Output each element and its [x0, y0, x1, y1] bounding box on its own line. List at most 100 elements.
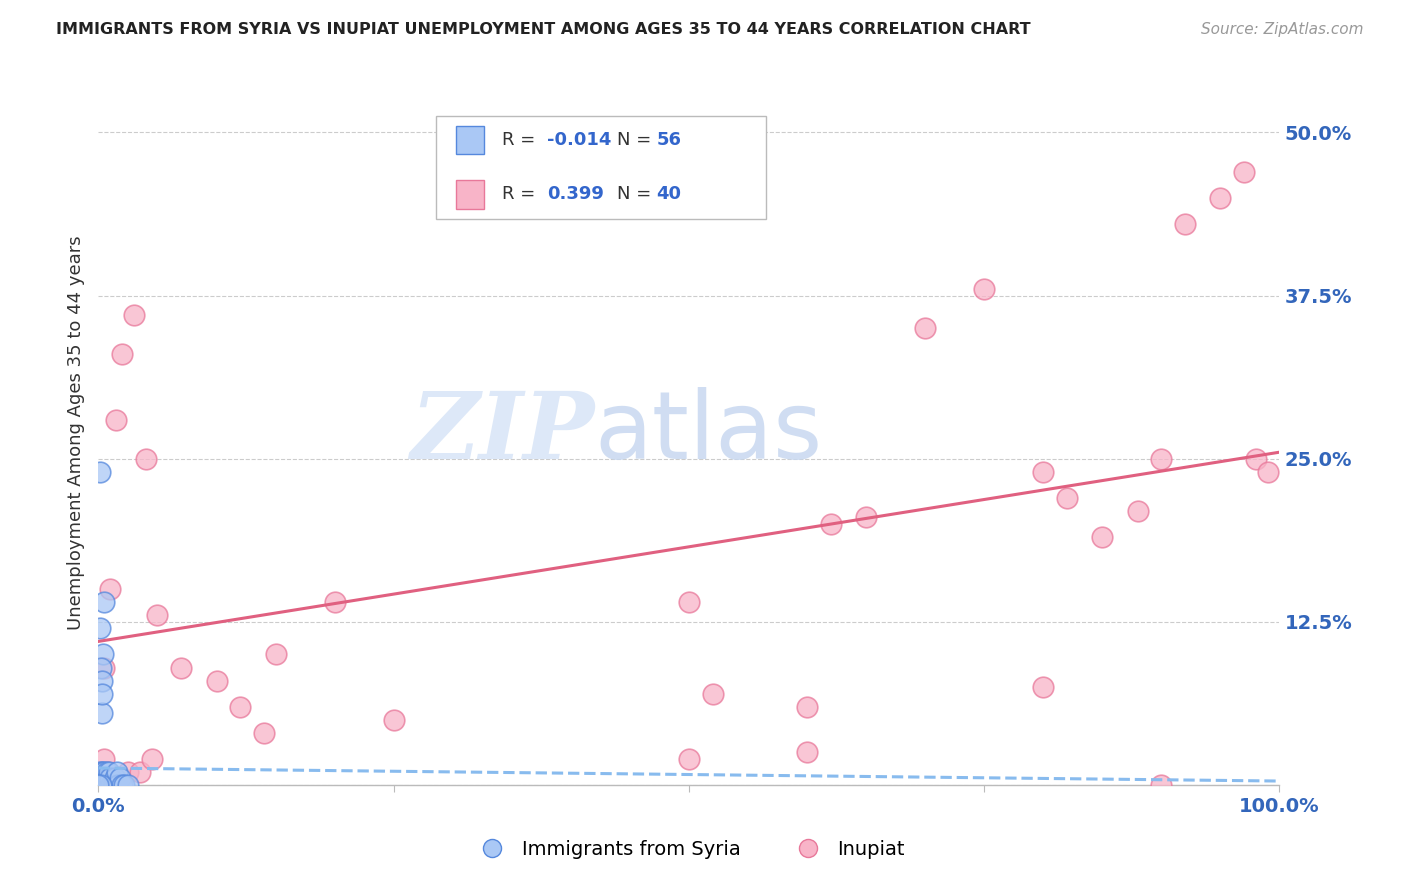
Point [111, 347, 134, 361]
Text: Source: ZipAtlas.com: Source: ZipAtlas.com [1201, 22, 1364, 37]
Point [98, 778, 121, 792]
Point [91, 778, 114, 792]
Point [1032, 465, 1054, 479]
Point [104, 772, 127, 786]
Point [94, 778, 117, 792]
Legend: Immigrants from Syria, Inupiat: Immigrants from Syria, Inupiat [465, 832, 912, 867]
Point [264, 648, 287, 662]
Point [90, 778, 112, 792]
Point [100, 778, 122, 792]
Point [122, 308, 145, 322]
Point [90, 778, 112, 792]
Point [90, 778, 112, 792]
Text: N =: N = [617, 131, 657, 149]
Point [87, 778, 110, 792]
Point [323, 595, 346, 609]
Point [1032, 680, 1054, 694]
Point [91, 772, 114, 786]
Point [91, 764, 114, 779]
Point [91, 778, 114, 792]
Point [96, 772, 118, 786]
Point [91, 687, 114, 701]
Point [91, 778, 114, 792]
Point [105, 412, 128, 426]
Point [91, 772, 114, 786]
Point [98, 772, 121, 786]
Y-axis label: Unemployment Among Ages 35 to 44 years: Unemployment Among Ages 35 to 44 years [66, 235, 84, 630]
Point [96, 764, 118, 779]
Point [93, 778, 115, 792]
Text: ZIP: ZIP [411, 388, 595, 477]
Point [796, 699, 818, 714]
Point [93, 660, 115, 674]
Point [91, 706, 114, 721]
Text: R =: R = [502, 186, 547, 203]
Point [1174, 217, 1197, 231]
Point [253, 725, 276, 739]
Text: 0.399: 0.399 [547, 186, 603, 203]
Point [91, 778, 114, 792]
Point [89, 778, 111, 792]
Point [94, 772, 117, 786]
Point [96, 778, 118, 792]
Point [1244, 451, 1267, 466]
Point [93, 595, 115, 609]
Point [91, 648, 114, 662]
Point [93, 752, 115, 766]
Point [90, 778, 112, 792]
Point [117, 778, 139, 792]
Point [91, 778, 114, 792]
Point [128, 764, 150, 779]
Point [107, 778, 129, 792]
Point [89, 621, 111, 635]
Point [135, 451, 157, 466]
Point [90, 764, 112, 779]
Point [97, 764, 120, 779]
Point [98, 778, 121, 792]
Point [1150, 778, 1173, 792]
Point [89, 764, 111, 779]
Point [87, 778, 110, 792]
Text: N =: N = [617, 186, 657, 203]
Point [914, 321, 936, 335]
Point [89, 772, 111, 786]
Point [1056, 491, 1078, 505]
Point [141, 752, 163, 766]
Point [89, 778, 111, 792]
Point [93, 778, 115, 792]
Point [105, 778, 128, 792]
Point [382, 713, 405, 727]
Point [89, 465, 111, 479]
Point [678, 595, 700, 609]
Point [97, 778, 120, 792]
Point [91, 673, 114, 688]
Point [108, 772, 131, 786]
Point [1233, 164, 1256, 178]
Point [1209, 191, 1232, 205]
Point [97, 778, 120, 792]
Point [112, 778, 135, 792]
Point [820, 516, 842, 531]
Point [1257, 465, 1279, 479]
Point [796, 745, 818, 759]
Point [105, 764, 128, 779]
Text: atlas: atlas [595, 386, 823, 479]
Point [1091, 530, 1114, 544]
Point [101, 778, 124, 792]
Point [678, 752, 700, 766]
Point [103, 778, 125, 792]
Point [117, 764, 139, 779]
Point [205, 673, 228, 688]
Point [98, 764, 121, 779]
Text: IMMIGRANTS FROM SYRIA VS INUPIAT UNEMPLOYMENT AMONG AGES 35 TO 44 YEARS CORRELAT: IMMIGRANTS FROM SYRIA VS INUPIAT UNEMPLO… [56, 22, 1031, 37]
Point [146, 608, 169, 623]
Point [702, 687, 724, 701]
Point [90, 772, 112, 786]
Point [229, 699, 252, 714]
Point [1150, 451, 1173, 466]
Point [111, 778, 134, 792]
Point [98, 582, 121, 597]
Point [855, 510, 877, 524]
Point [97, 772, 120, 786]
Point [90, 660, 112, 674]
